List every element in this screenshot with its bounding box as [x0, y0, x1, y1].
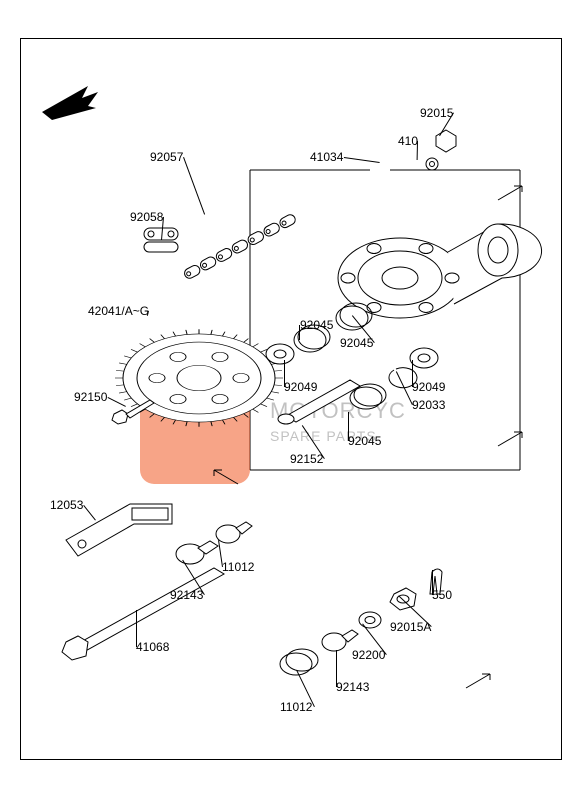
leader-550 — [432, 570, 433, 595]
callout-92152: 92152 — [290, 452, 323, 466]
callout-92045a: 92045 — [300, 318, 333, 332]
callout-92049a: 92049 — [284, 380, 317, 394]
callout-92058: 92058 — [130, 210, 163, 224]
callout-92200: 92200 — [352, 648, 385, 662]
callout-92049b: 92049 — [412, 380, 445, 394]
callout-410: 410 — [398, 134, 418, 148]
callout-92045c: 92045 — [348, 434, 381, 448]
callout-92033: 92033 — [412, 398, 445, 412]
callout-92045b: 92045 — [340, 336, 373, 350]
leader-92049a — [284, 360, 285, 387]
leader-92045a — [299, 325, 300, 340]
callout-41034: 41034 — [310, 150, 343, 164]
callout-92143b: 92143 — [336, 680, 369, 694]
callout-11012b: 11012 — [280, 700, 312, 714]
callout-92057: 92057 — [150, 150, 183, 164]
callout-41068: 41068 — [136, 640, 169, 654]
callout-12053: 12053 — [50, 498, 83, 512]
callout-11012a: 11012 — [222, 560, 254, 574]
leader-92049b — [412, 360, 413, 387]
leader-41068 — [136, 610, 137, 647]
callout-42041: 42041/A~G — [88, 304, 149, 318]
leader-92143b — [336, 650, 337, 687]
callout-92150: 92150 — [74, 390, 107, 404]
callout-550: 550 — [432, 588, 452, 602]
leader-92045c — [348, 412, 349, 441]
callout-92143a: 92143 — [170, 588, 203, 602]
